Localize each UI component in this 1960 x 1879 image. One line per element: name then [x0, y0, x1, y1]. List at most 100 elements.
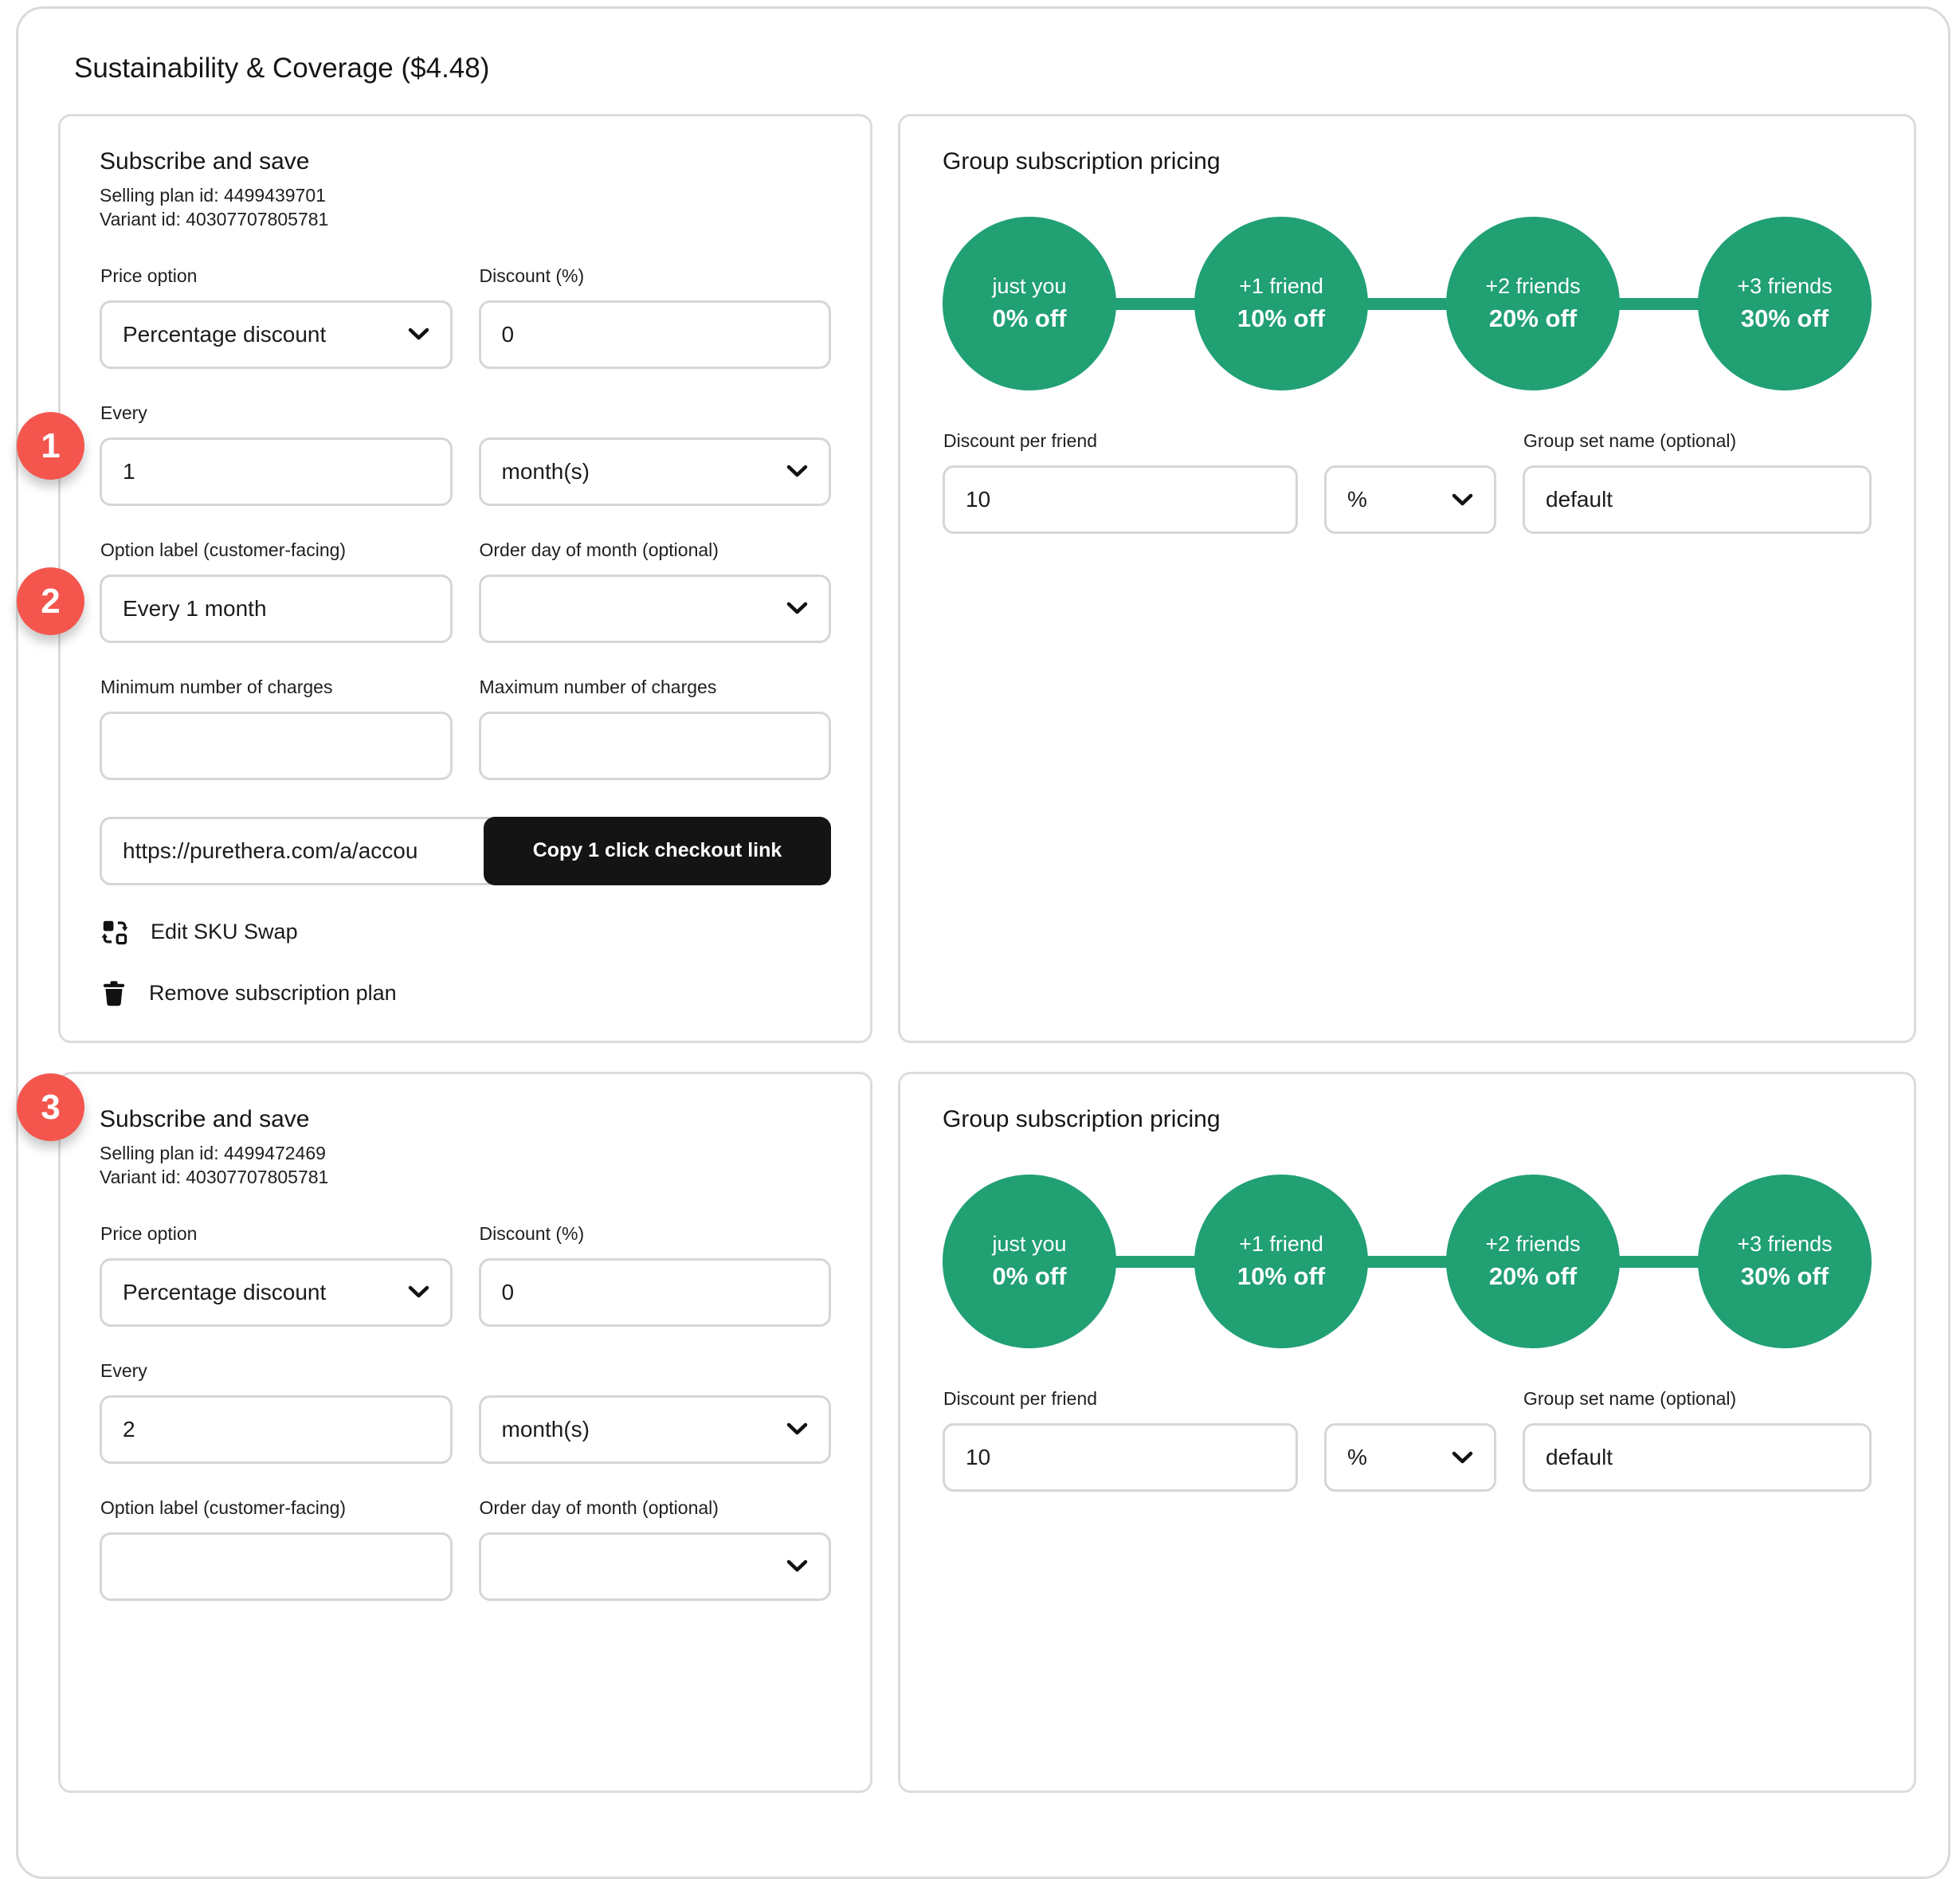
discount-input[interactable]: [478, 300, 831, 369]
price-option-label: Price option: [100, 265, 198, 286]
tier-label: +3 friends: [1737, 1232, 1833, 1256]
tier-discount: 20% off: [1488, 304, 1578, 332]
interval-value: month(s): [501, 1416, 590, 1442]
price-option-label: Price option: [100, 1222, 198, 1244]
chevron-down-icon: [786, 1422, 808, 1435]
interval-value: month(s): [501, 458, 590, 484]
every-label: Every: [100, 1359, 147, 1381]
order-day-select[interactable]: [478, 574, 831, 643]
subscription-plan-card-2: Subscribe and save Selling plan id: 4499…: [58, 1072, 872, 1793]
group-tier-visualization: just you 0% off +1 friend 10% off +2 fri…: [943, 1175, 1872, 1348]
copy-checkout-link-button[interactable]: Copy 1 click checkout link: [484, 816, 831, 885]
group-pricing-card-2: Group subscription pricing just you 0% o…: [898, 1072, 1916, 1793]
discount-per-friend-input[interactable]: [943, 1423, 1298, 1492]
sku-swap-icon: [101, 920, 128, 944]
group-card-title: Group subscription pricing: [943, 148, 1221, 175]
trash-icon: [103, 980, 125, 1006]
max-charges-input[interactable]: [478, 711, 831, 780]
discount-label: Discount (%): [479, 265, 585, 286]
variant-id: Variant id: 40307707805781: [100, 209, 329, 230]
discount-unit-value: %: [1347, 1445, 1367, 1469]
group-card-title: Group subscription pricing: [943, 1106, 1221, 1132]
every-label: Every: [100, 402, 147, 423]
tier-circle-just-you: just you 0% off: [943, 1175, 1116, 1348]
chevron-down-icon: [786, 465, 808, 477]
tier-circle-2-friends: +2 friends 20% off: [1446, 1175, 1620, 1348]
discount-label: Discount (%): [479, 1222, 585, 1244]
chevron-down-icon: [786, 1559, 808, 1572]
annotation-badge-2: 2: [17, 567, 84, 635]
tier-connector: [1617, 297, 1701, 310]
edit-sku-swap-button[interactable]: Edit SKU Swap: [100, 917, 831, 947]
plan-card-title: Subscribe and save: [100, 148, 310, 175]
min-charges-label: Minimum number of charges: [100, 676, 333, 697]
interval-select[interactable]: month(s): [478, 1395, 831, 1464]
chevron-down-icon: [1452, 493, 1473, 505]
tier-discount: 10% off: [1237, 304, 1326, 332]
price-option-select[interactable]: Percentage discount: [100, 1257, 453, 1327]
group-set-name-input[interactable]: [1523, 465, 1872, 534]
order-day-label: Order day of month (optional): [479, 539, 719, 560]
order-day-label: Order day of month (optional): [479, 1497, 719, 1518]
tier-discount: 0% off: [992, 304, 1067, 332]
price-option-select[interactable]: Percentage discount: [100, 300, 453, 369]
discount-unit-value: %: [1347, 487, 1367, 512]
tier-circle-just-you: just you 0% off: [943, 217, 1116, 390]
tier-label: +2 friends: [1485, 274, 1581, 298]
tier-circle-1-friend: +1 friend 10% off: [1194, 217, 1368, 390]
chevron-down-icon: [408, 328, 429, 340]
chevron-down-icon: [408, 1285, 429, 1298]
every-input[interactable]: [100, 437, 453, 506]
tier-connector: [1113, 1255, 1198, 1268]
selling-plan-id: Selling plan id: 4499439701: [100, 185, 326, 206]
discount-per-friend-input[interactable]: [943, 465, 1298, 534]
chevron-down-icon: [786, 602, 808, 614]
chevron-down-icon: [1452, 1451, 1473, 1463]
group-set-name-label: Group set name (optional): [1523, 430, 1737, 451]
variant-id: Variant id: 40307707805781: [100, 1167, 329, 1188]
subscription-plan-card-1: Subscribe and save Selling plan id: 4499…: [58, 114, 872, 1043]
checkout-link-input[interactable]: [100, 816, 498, 885]
interval-select[interactable]: month(s): [478, 437, 831, 506]
tier-circle-3-friends: +3 friends 30% off: [1698, 217, 1872, 390]
order-day-select[interactable]: [478, 1532, 831, 1601]
min-charges-input[interactable]: [100, 711, 453, 780]
group-set-name-label: Group set name (optional): [1523, 1388, 1737, 1409]
discount-per-friend-label: Discount per friend: [943, 1388, 1098, 1409]
every-input[interactable]: [100, 1395, 453, 1464]
tier-label: +3 friends: [1737, 274, 1833, 298]
tier-label: +1 friend: [1239, 1232, 1323, 1256]
group-set-name-input[interactable]: [1523, 1423, 1872, 1492]
tier-label: +2 friends: [1485, 1232, 1581, 1256]
option-label-label: Option label (customer-facing): [100, 539, 347, 560]
tier-connector: [1617, 1255, 1701, 1268]
tier-label: +1 friend: [1239, 274, 1323, 298]
page-title: Sustainability & Coverage ($4.48): [74, 53, 490, 84]
remove-subscription-plan-button[interactable]: Remove subscription plan: [100, 979, 831, 1008]
group-tier-visualization: just you 0% off +1 friend 10% off +2 fri…: [943, 217, 1872, 390]
tier-connector: [1365, 1255, 1449, 1268]
tier-circle-1-friend: +1 friend 10% off: [1194, 1175, 1368, 1348]
discount-input[interactable]: [478, 1257, 831, 1327]
discount-unit-select[interactable]: %: [1324, 465, 1496, 534]
tier-discount: 30% off: [1740, 304, 1829, 332]
remove-subscription-plan-label: Remove subscription plan: [149, 981, 397, 1006]
price-option-value: Percentage discount: [123, 1279, 327, 1304]
tier-discount: 20% off: [1488, 1262, 1578, 1290]
group-pricing-card-1: Group subscription pricing just you 0% o…: [898, 114, 1916, 1043]
discount-per-friend-label: Discount per friend: [943, 430, 1098, 451]
discount-unit-select[interactable]: %: [1324, 1423, 1496, 1492]
tier-discount: 0% off: [992, 1262, 1067, 1290]
tier-label: just you: [992, 274, 1067, 298]
tier-connector: [1365, 297, 1449, 310]
option-label-input[interactable]: [100, 574, 453, 643]
edit-sku-swap-label: Edit SKU Swap: [151, 920, 298, 944]
option-label-input[interactable]: [100, 1532, 453, 1601]
tier-discount: 10% off: [1237, 1262, 1326, 1290]
tier-circle-2-friends: +2 friends 20% off: [1446, 217, 1620, 390]
plan-card-title: Subscribe and save: [100, 1106, 310, 1132]
price-option-value: Percentage discount: [123, 321, 327, 347]
tier-discount: 30% off: [1740, 1262, 1829, 1290]
max-charges-label: Maximum number of charges: [479, 676, 717, 697]
annotation-badge-1: 1: [17, 412, 84, 480]
